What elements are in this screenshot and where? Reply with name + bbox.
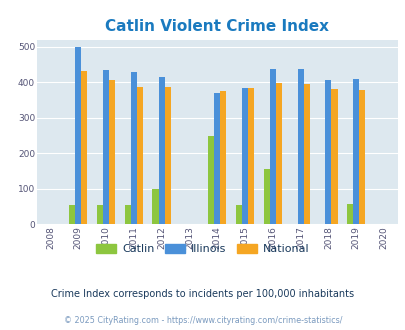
Bar [346,204,352,224]
Bar [152,189,158,224]
Bar [297,69,303,224]
Bar [109,81,115,224]
Bar [247,88,254,224]
Bar [164,87,171,224]
Bar [136,87,143,224]
Bar [103,70,109,224]
Title: Catlin Violent Crime Index: Catlin Violent Crime Index [105,19,328,34]
Bar [69,205,75,224]
Bar [220,91,226,224]
Text: © 2025 CityRating.com - https://www.cityrating.com/crime-statistics/: © 2025 CityRating.com - https://www.city… [64,315,341,325]
Bar [124,205,130,224]
Bar [275,83,281,224]
Bar [75,47,81,224]
Bar [358,90,364,224]
Bar [241,88,247,224]
Legend: Catlin, Illinois, National: Catlin, Illinois, National [92,239,313,258]
Bar [330,89,337,224]
Bar [130,72,136,224]
Bar [97,205,103,224]
Bar [158,77,164,224]
Bar [352,80,358,224]
Bar [207,136,213,224]
Bar [263,169,269,224]
Bar [213,93,220,224]
Text: Crime Index corresponds to incidents per 100,000 inhabitants: Crime Index corresponds to incidents per… [51,289,354,299]
Bar [81,71,87,224]
Bar [303,84,309,224]
Bar [269,69,275,224]
Bar [324,81,330,224]
Bar [235,205,241,224]
